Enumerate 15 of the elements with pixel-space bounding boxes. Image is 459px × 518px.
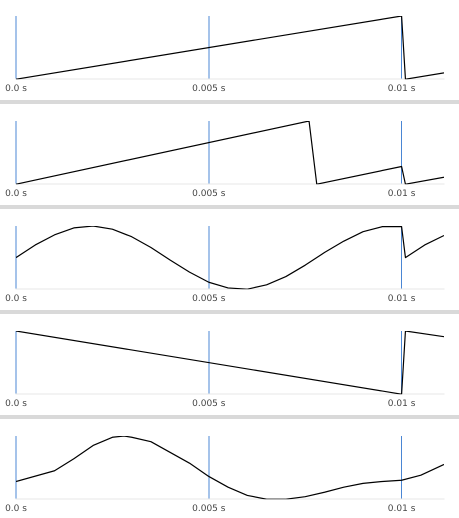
x-tick-label: 0.005 s xyxy=(192,188,226,199)
x-tick-label: 0.0 s xyxy=(5,504,28,514)
x-tick-label: 0.0 s xyxy=(5,398,28,409)
x-tick-label: 0.01 s xyxy=(388,504,416,514)
x-tick-label: 0.01 s xyxy=(388,188,416,199)
x-tick-label: 0.0 s xyxy=(5,84,28,94)
x-tick-label: 0.0 s xyxy=(5,294,28,304)
x-tick-label: 0.01 s xyxy=(388,294,416,304)
x-tick-label: 0.01 s xyxy=(388,398,416,409)
x-tick-label: 0.005 s xyxy=(192,398,226,409)
x-tick-label: 0.005 s xyxy=(192,294,226,304)
x-tick-label: 0.0 s xyxy=(5,188,28,199)
x-tick-label: 0.005 s xyxy=(192,84,226,94)
x-tick-label: 0.01 s xyxy=(388,84,416,94)
x-tick-label: 0.005 s xyxy=(192,504,226,514)
